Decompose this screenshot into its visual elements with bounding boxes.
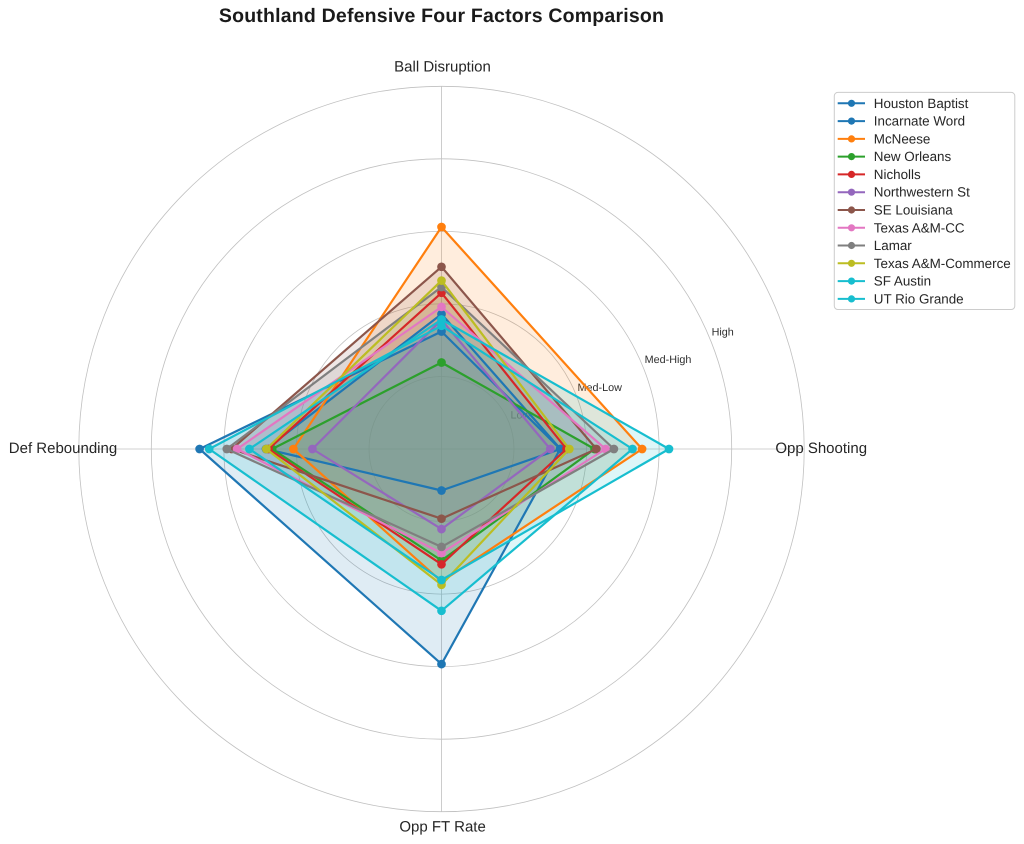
svg-text:Med-High: Med-High: [645, 354, 692, 366]
svg-text:SF Austin: SF Austin: [874, 274, 931, 289]
svg-text:Incarnate Word: Incarnate Word: [874, 114, 965, 129]
svg-text:Lamar: Lamar: [874, 238, 912, 253]
svg-text:Opp Shooting: Opp Shooting: [775, 440, 867, 457]
svg-text:Houston Baptist: Houston Baptist: [874, 96, 969, 111]
svg-text:UT Rio Grande: UT Rio Grande: [874, 291, 964, 306]
svg-text:Southland Defensive Four Facto: Southland Defensive Four Factors Compari…: [219, 5, 664, 27]
svg-text:New Orleans: New Orleans: [874, 149, 952, 164]
svg-text:Def Rebounding: Def Rebounding: [9, 440, 117, 457]
svg-text:High: High: [712, 326, 734, 338]
svg-text:Opp FT Rate: Opp FT Rate: [399, 818, 485, 835]
svg-text:Northwestern St: Northwestern St: [874, 185, 970, 200]
svg-text:Texas A&M-Commerce: Texas A&M-Commerce: [874, 256, 1011, 271]
svg-text:Ball Disruption: Ball Disruption: [394, 59, 491, 76]
svg-text:McNeese: McNeese: [874, 131, 931, 146]
svg-text:Texas A&M-CC: Texas A&M-CC: [874, 220, 965, 235]
svg-text:Nicholls: Nicholls: [874, 167, 921, 182]
svg-text:SE Louisiana: SE Louisiana: [874, 203, 953, 218]
